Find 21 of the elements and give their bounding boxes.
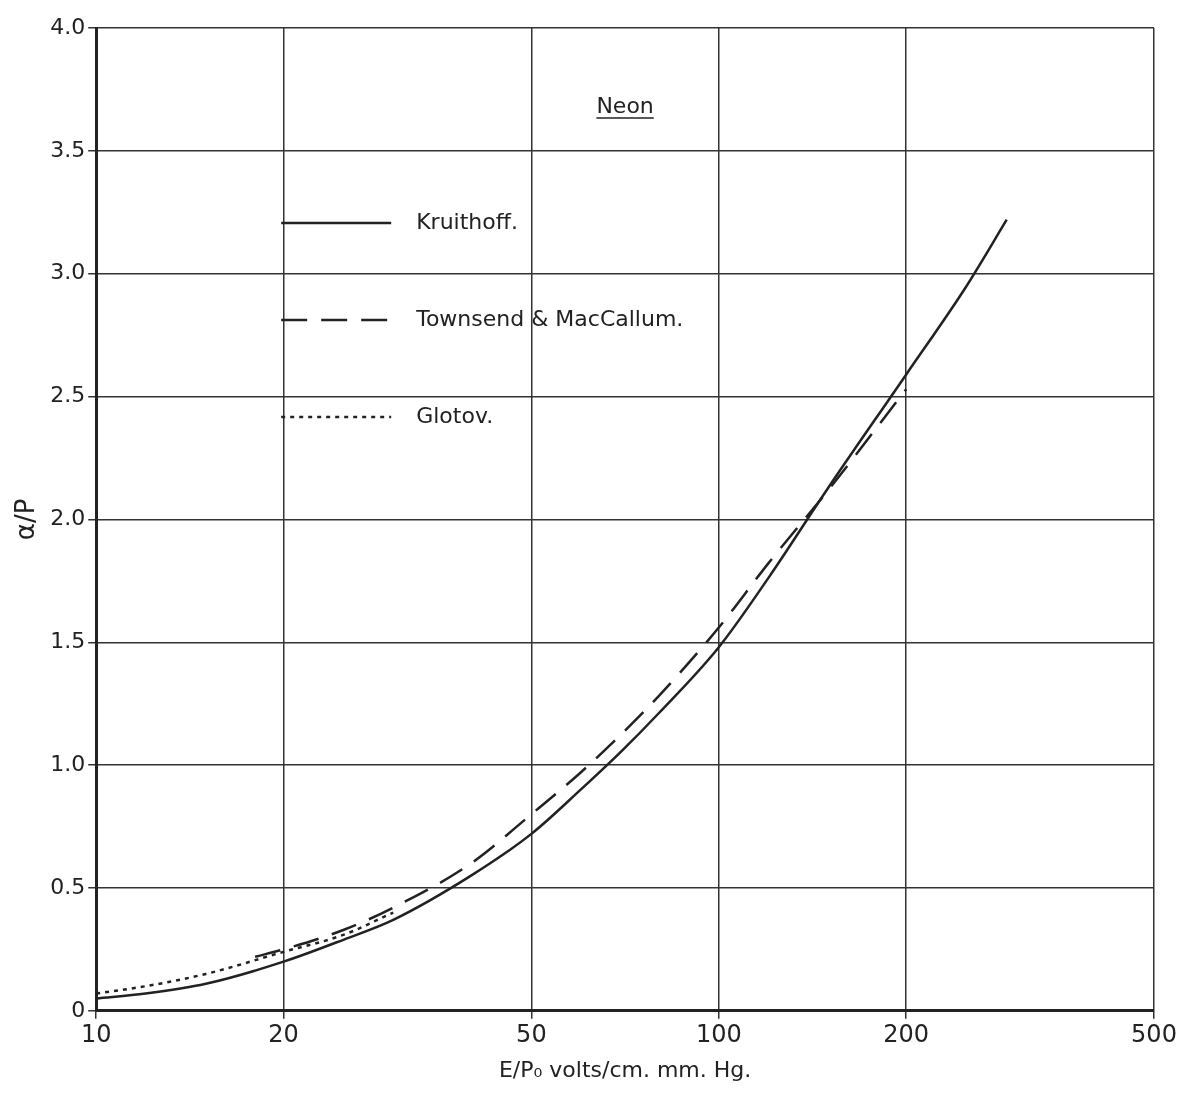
y-tick-label: 0.5 <box>50 873 86 899</box>
x-tick-label: 10 <box>80 1020 112 1049</box>
y-tick-label: 4.0 <box>50 13 86 39</box>
legend-label: Townsend & MacCallum. <box>415 305 684 331</box>
x-tick-label: 50 <box>516 1020 547 1049</box>
legend-label: Kruithoff. <box>416 208 518 234</box>
y-tick-label: 2.5 <box>50 382 86 408</box>
legend-label: Glotov. <box>416 402 494 428</box>
y-tick-label: 2.0 <box>50 505 86 531</box>
x-tick-label: 100 <box>695 1020 742 1049</box>
y-tick-label: 3.0 <box>50 259 86 285</box>
y-axis-title: α/P <box>10 498 41 541</box>
x-tick-label: 200 <box>883 1020 930 1049</box>
x-tick-label: 20 <box>268 1020 299 1049</box>
y-tick-label: 3.5 <box>50 136 86 162</box>
y-tick-label: 0 <box>71 996 86 1022</box>
y-tick-label: 1.5 <box>50 627 86 653</box>
x-tick-label: 500 <box>1131 1020 1177 1049</box>
y-tick-label: 1.0 <box>50 750 86 776</box>
text: Neon <box>596 93 654 118</box>
x-axis-title: E/P₀ volts/cm. mm. Hg. <box>498 1056 752 1082</box>
